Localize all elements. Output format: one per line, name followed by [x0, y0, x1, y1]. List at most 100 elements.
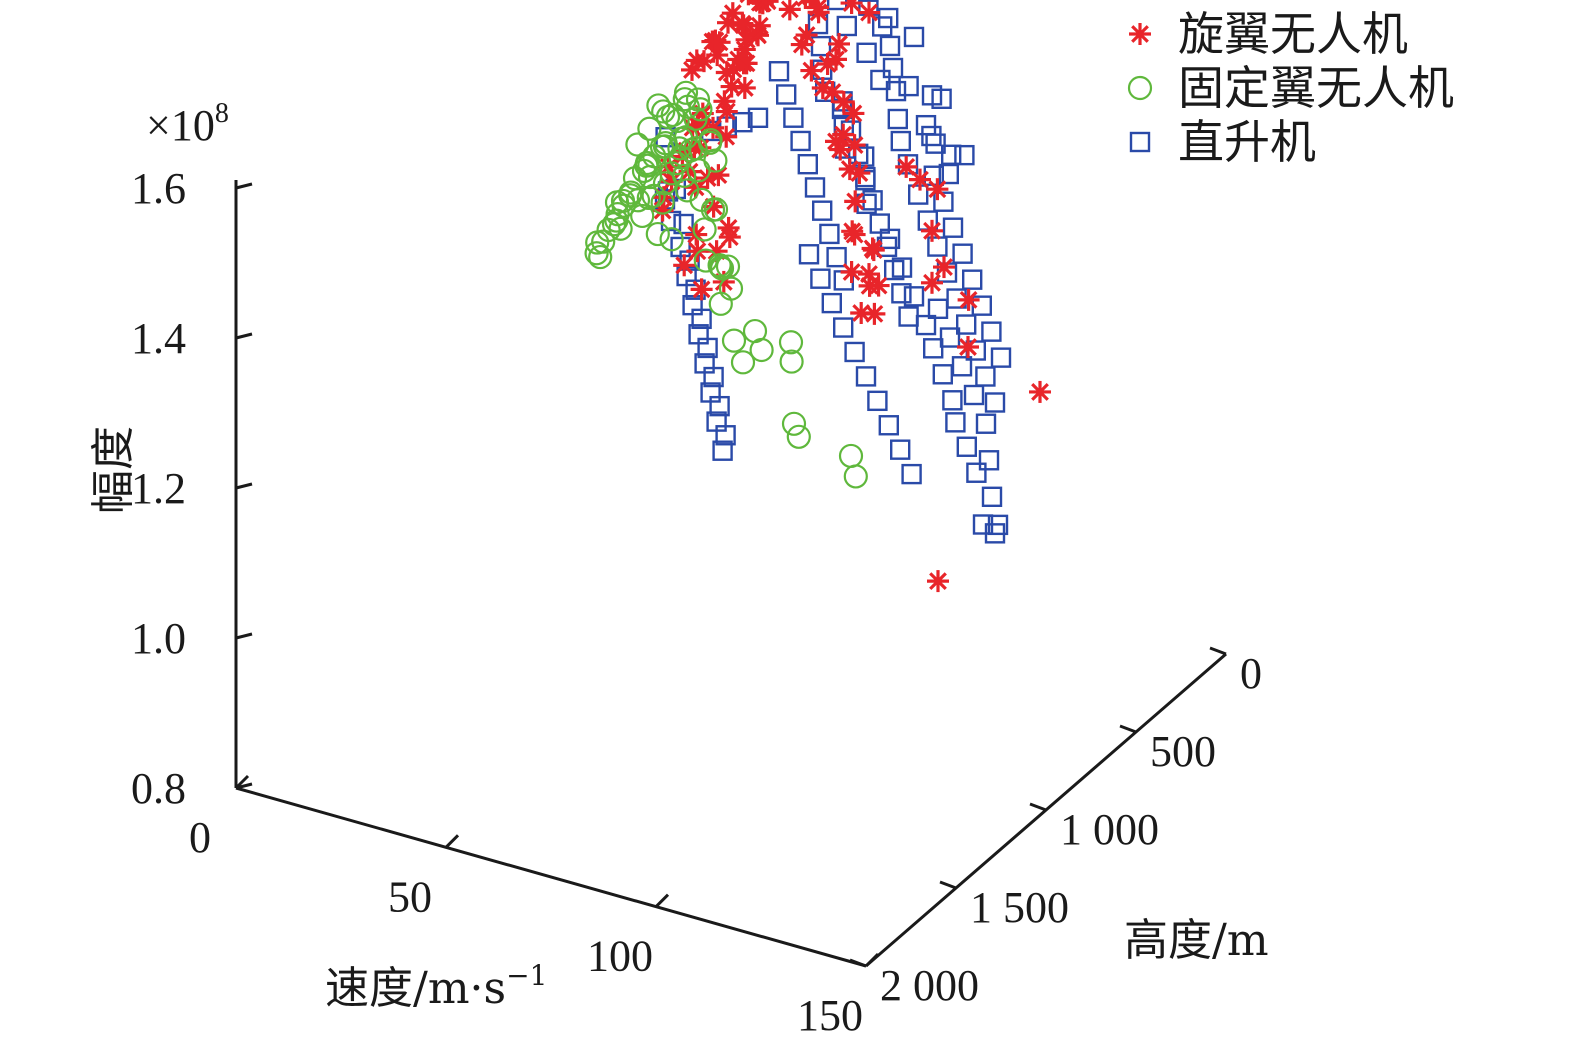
y-tick-mark: [849, 958, 867, 968]
legend-marker-asterisk: [1129, 23, 1151, 45]
data-point: [829, 138, 852, 161]
y-tick-mark: [1119, 724, 1137, 734]
x-axis-title-superscript: −1: [506, 959, 547, 992]
data-point: [978, 450, 1000, 471]
data-point: [975, 413, 997, 434]
data-point: [747, 107, 769, 129]
data-point: [941, 144, 962, 165]
z-tick-label: 1.6: [131, 164, 186, 213]
data-point: [921, 219, 943, 242]
data-point: [810, 268, 831, 289]
data-point: [697, 337, 718, 359]
data-point: [812, 200, 833, 221]
y-tick-label: 1 500: [970, 883, 1069, 932]
legend-label: 旋翼无人机: [1178, 7, 1408, 61]
data-point: [686, 240, 709, 263]
data-point: [956, 436, 977, 457]
legend-marker-square: [1129, 131, 1151, 153]
y-tick-label: 2 000: [880, 961, 979, 1010]
x-axis-title: 速度/m·s−1: [325, 959, 547, 1014]
data-point: [897, 154, 919, 175]
data-point: [898, 306, 919, 327]
data-point: [990, 347, 1012, 368]
data-point: [708, 291, 733, 316]
data-point: [984, 392, 1006, 413]
data-point: [987, 514, 1009, 536]
data-point: [981, 486, 1003, 507]
data-point: [601, 212, 627, 237]
data-point: [706, 44, 729, 67]
data-point: [942, 390, 963, 411]
data-point: [673, 254, 696, 277]
data-point: [690, 278, 713, 301]
data-point: [885, 80, 907, 102]
legend-label: 直升机: [1178, 115, 1316, 169]
data-point: [675, 94, 700, 119]
data-point: [664, 151, 689, 176]
data-point: [840, 261, 863, 283]
data-point: [942, 217, 964, 238]
data-point: [832, 123, 855, 146]
data-point: [819, 223, 840, 245]
data-point: [840, 0, 863, 15]
y-tick-label: 0: [1240, 649, 1262, 698]
z-tick-mark: [235, 482, 253, 490]
data-point: [703, 148, 728, 173]
data-point: [786, 424, 811, 449]
data-point: [945, 412, 966, 433]
y-tick-mark: [1209, 646, 1227, 656]
data-point: [927, 570, 949, 593]
z-tick-label: 1.0: [131, 614, 186, 663]
data-point: [927, 298, 949, 319]
data-point: [1029, 380, 1051, 403]
data-point: [804, 177, 826, 198]
data-point: [954, 144, 975, 166]
data-point: [707, 164, 730, 187]
x-tick-mark: [444, 834, 460, 849]
data-point: [832, 90, 855, 113]
data-point: [630, 203, 655, 229]
data-point: [712, 440, 733, 461]
data-point: [584, 241, 609, 266]
data-point: [891, 257, 913, 278]
z-ticks: 0.8 1.0 1.2 1.4 1.6: [131, 164, 253, 813]
data-point: [957, 288, 980, 311]
data-point: [776, 84, 797, 105]
data-point: [879, 35, 901, 57]
series-circle: [584, 80, 868, 489]
y-tick-label: 500: [1150, 727, 1216, 776]
data-point: [703, 366, 724, 388]
legend-label: 固定翼无人机: [1178, 61, 1454, 115]
data-point: [872, 16, 893, 37]
data-point: [923, 338, 944, 359]
data-point: [703, 197, 729, 222]
data-point: [838, 443, 864, 469]
data-point: [713, 90, 736, 113]
data-point: [938, 163, 959, 185]
y-tick-mark: [1029, 802, 1047, 812]
data-point: [856, 42, 877, 63]
data-point: [797, 153, 818, 175]
data-point: [732, 111, 753, 133]
data-point: [637, 116, 662, 141]
z-scale-base: ×10: [146, 101, 215, 150]
data-point: [659, 227, 684, 252]
data-point: [798, 244, 820, 265]
data-point: [735, 28, 758, 51]
x-tick-label: 0: [189, 813, 211, 862]
data-point: [933, 256, 955, 279]
data-point: [933, 191, 954, 212]
data-point: [749, 337, 774, 363]
data-point: [951, 356, 973, 377]
data-point: [707, 253, 732, 278]
y-axis: 0 500 1 000 1 500 2 000 高度/m: [849, 646, 1269, 1010]
data-point: [688, 97, 713, 122]
data-point: [848, 162, 871, 185]
data-point: [903, 26, 925, 48]
data-point: [721, 2, 744, 25]
data-point: [646, 93, 671, 118]
data-points: [584, 0, 1051, 593]
data-point: [842, 102, 865, 125]
data-point: [858, 0, 879, 2]
data-point: [645, 221, 670, 247]
